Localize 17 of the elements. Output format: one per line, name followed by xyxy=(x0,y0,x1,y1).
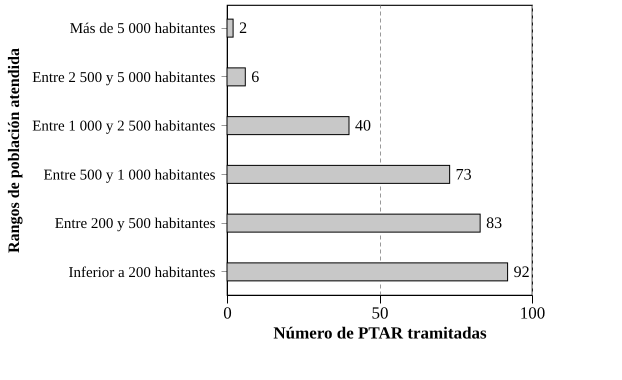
data-label: 83 xyxy=(486,215,502,232)
y-axis-title: Rangos de población atendida xyxy=(6,48,24,253)
y-tick-label: Entre 2 500 y 5 000 habitantes xyxy=(32,70,216,86)
x-axis-title: Número de PTAR tramitadas xyxy=(273,324,488,342)
y-tick-label: Más de 5 000 habitantes xyxy=(70,21,216,38)
x-tick-label: 50 xyxy=(372,304,388,322)
data-label: 40 xyxy=(355,118,371,135)
data-label: 92 xyxy=(514,264,530,281)
x-tick-label: 100 xyxy=(520,304,546,322)
y-tick-label: Entre 1 000 y 2 500 habitantes xyxy=(32,118,216,135)
data-label: 73 xyxy=(456,166,472,184)
x-tick-label: 0 xyxy=(223,304,232,322)
data-label: 2 xyxy=(239,20,248,38)
y-tick-label: Inferior a 200 habitantes xyxy=(68,264,216,281)
y-tick-label: Entre 500 y 1 000 habitantes xyxy=(43,167,216,184)
data-label: 6 xyxy=(251,68,260,86)
y-tick-label: Entre 200 y 500 habitantes xyxy=(54,216,216,232)
